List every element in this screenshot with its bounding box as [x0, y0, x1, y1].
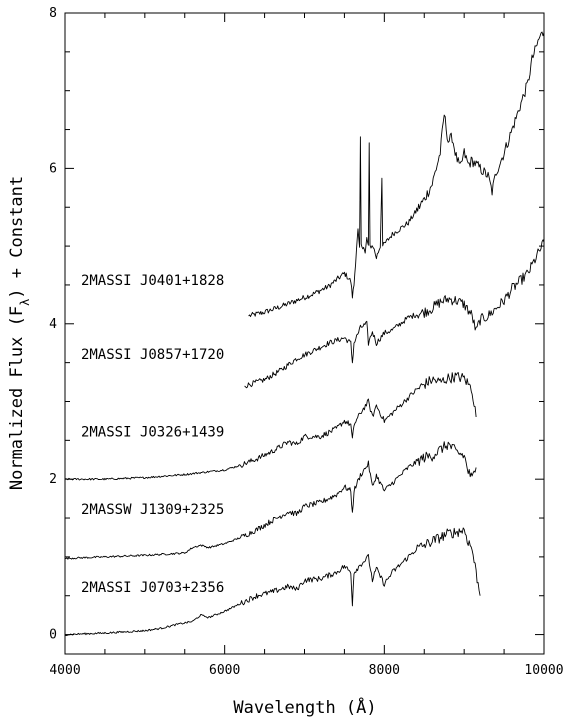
- x-tick-label: 8000: [369, 663, 400, 678]
- y-tick-label: 2: [49, 472, 57, 487]
- y-tick-label: 4: [49, 317, 57, 332]
- spectrum-label-5: 2MASSI J0703+2356: [81, 580, 224, 596]
- axis-tick-labels: 4000 6000 8000 10000 0 2 4 6 8: [49, 6, 563, 678]
- y-axis-label: Normalized Flux (Fλ) + Constant: [7, 176, 32, 490]
- y-axis-label-tail: ) + Constant: [7, 176, 27, 299]
- spectrum-label-2: 2MASSI J0857+1720: [81, 347, 224, 363]
- y-tick-label: 0: [49, 628, 57, 643]
- spectrum-line-5: [64, 527, 481, 636]
- spectrum-line-1: [248, 31, 545, 318]
- x-tick-label: 6000: [209, 663, 240, 678]
- spectrum-line-3: [64, 372, 477, 481]
- plot-frame: [64, 12, 545, 655]
- x-axis-label: Wavelength (Å): [233, 696, 376, 718]
- y-axis-label-subscript: λ: [18, 299, 32, 306]
- spectrum-label-3: 2MASSI J0326+1439: [81, 424, 224, 440]
- spectrum-line-4: [64, 441, 477, 560]
- axis-ticks: [64, 12, 545, 654]
- spectrum-label-1: 2MASSI J0401+1828: [81, 273, 224, 289]
- x-tick-label: 10000: [524, 663, 563, 678]
- y-tick-label: 6: [49, 161, 57, 176]
- spectra-series: [64, 31, 545, 636]
- y-axis-label-main: Normalized Flux (F: [7, 306, 27, 490]
- y-tick-label: 8: [49, 6, 57, 21]
- spectra-labels: 2MASSI J0401+1828 2MASSI J0857+1720 2MASSI…: [81, 273, 224, 596]
- x-tick-label: 4000: [49, 663, 80, 678]
- spectrum-label-4: 2MASSW J1309+2325: [81, 502, 224, 518]
- spectrum-line-2: [244, 239, 545, 389]
